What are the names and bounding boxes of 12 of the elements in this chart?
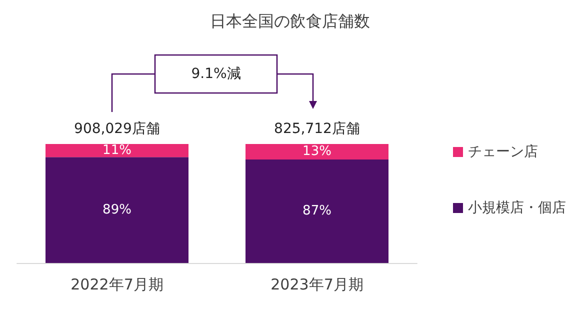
data-label: 89%	[102, 202, 132, 218]
annotation: 825,712店舗	[274, 121, 360, 137]
x-tick-label: 2022年7月期	[70, 276, 164, 294]
data-label: 13%	[302, 144, 332, 160]
chart-title: 日本全国の飲食店舗数	[210, 12, 370, 30]
data-label: 87%	[302, 204, 332, 219]
annotation: 908,029店舗	[74, 121, 160, 137]
text: 9.1%減	[191, 66, 241, 82]
data-label: 11%	[102, 143, 132, 158]
legend-label: チェーン店	[468, 144, 538, 160]
x-tick-label: 2023年7月期	[270, 276, 364, 294]
legend-label: 小規模店・個店	[468, 200, 566, 216]
